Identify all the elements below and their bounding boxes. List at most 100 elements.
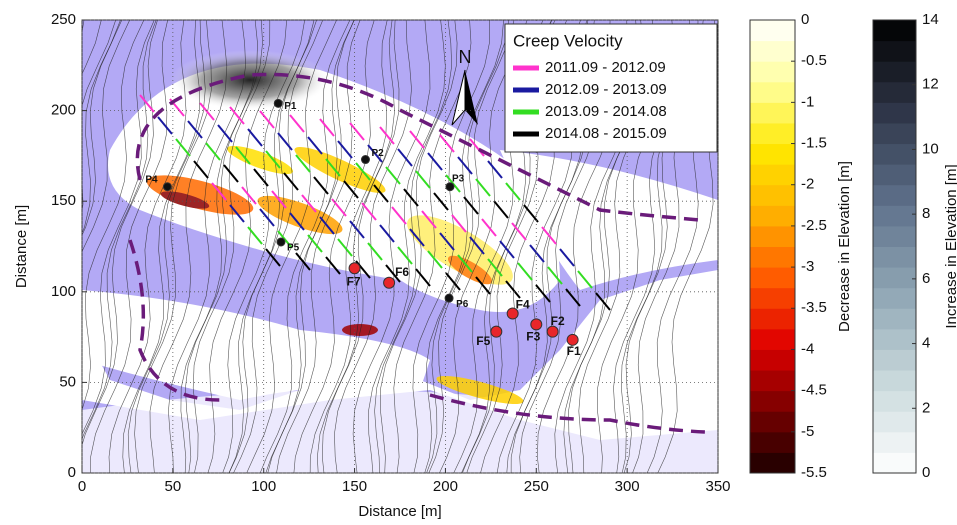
creep-vector (397, 246, 413, 265)
colorbar-label: Decrease in Elevation [m] (836, 161, 853, 332)
contour-line (393, 20, 472, 473)
colorbar-band (750, 122, 795, 145)
colorbar-band (750, 164, 795, 186)
colorbar-tick-label: 8 (922, 205, 930, 222)
survey-point (444, 293, 454, 303)
colorbar-band (873, 390, 916, 412)
creep-vector (319, 216, 335, 235)
contour-line (0, 20, 69, 480)
point-label: F3 (526, 330, 540, 344)
contour-line (0, 20, 74, 480)
colorbar-tick-label: -2.5 (801, 217, 827, 234)
fault-point (348, 262, 361, 275)
y-axis-label: Distance [m] (13, 205, 30, 288)
creep-vector (325, 158, 341, 177)
legend-label: 2012.09 - 2013.09 (545, 81, 667, 98)
creep-vector (469, 236, 485, 255)
colorbar-band (873, 370, 916, 392)
creep-vectors (139, 94, 611, 311)
colorbar-band (873, 246, 916, 268)
colorbar-band (750, 205, 795, 227)
contour-line (108, 20, 187, 473)
colorbar-band (873, 411, 916, 433)
creep-vector (487, 160, 503, 179)
creep-vector (301, 194, 317, 213)
survey-point (273, 98, 283, 108)
colorbar-tick-label: -2 (801, 176, 814, 193)
slide-area (82, 390, 718, 473)
contour-line (122, 20, 200, 473)
y-tick-label: 200 (51, 102, 76, 119)
creep-vector (205, 142, 221, 161)
creep-vector (271, 190, 287, 209)
contour-line (185, 20, 263, 473)
creep-vector (187, 120, 203, 139)
colorbar-band (750, 370, 795, 392)
creep-vector (367, 242, 383, 261)
x-tick-label: 150 (342, 478, 367, 495)
creep-vector (157, 116, 173, 135)
creep-vector (337, 238, 353, 257)
survey-point (162, 182, 172, 192)
y-tick-label: 150 (51, 192, 76, 209)
colorbar-band (750, 225, 795, 247)
creep-vector (259, 110, 275, 129)
contour-line (424, 20, 504, 473)
colorbar-tick-label: 0 (922, 464, 930, 481)
contour-line (233, 20, 324, 473)
contour-line (259, 20, 351, 473)
point-label: P5 (287, 243, 300, 254)
point-label: F4 (516, 298, 530, 312)
creep-vector (211, 182, 227, 201)
y-tick-label: 0 (68, 464, 76, 481)
colorbar-band (873, 143, 916, 165)
colorbar-tick-label: 0 (801, 11, 809, 28)
colorbar-band (873, 40, 916, 62)
fault-point (490, 325, 503, 338)
survey-point (360, 155, 370, 165)
x-tick-label: 50 (165, 478, 182, 495)
colorbar-band (750, 20, 795, 42)
plot-frame (81, 19, 719, 474)
point-label: F5 (476, 334, 490, 348)
creep-vector (373, 184, 389, 203)
creep-vector (499, 240, 515, 259)
creep-vector (295, 154, 311, 173)
creep-vector (511, 222, 527, 241)
creep-vector (343, 180, 359, 199)
x-axis-label: Distance [m] (358, 503, 441, 520)
colorbar-band (750, 61, 795, 83)
colorbar-band (750, 431, 795, 453)
creep-vector (229, 204, 245, 223)
colorbar-tick-label: -3 (801, 258, 814, 275)
contour-line (380, 20, 458, 473)
contour-line (228, 20, 317, 473)
creep-vector (415, 170, 431, 189)
colorbar-tick-label: 4 (922, 335, 930, 352)
creep-vector (319, 118, 335, 137)
creep-vector (295, 252, 311, 271)
landslide-boundary (128, 72, 706, 434)
colorbar-tick-label: 12 (922, 76, 939, 93)
creep-vector (193, 160, 209, 179)
creep-vector (175, 138, 191, 157)
creep-vector (397, 148, 413, 167)
point-label: F7 (347, 274, 361, 288)
point-label: P6 (456, 299, 469, 310)
contour-line (82, 20, 130, 253)
legend-label: 2013.09 - 2014.08 (545, 103, 667, 120)
contour-line (267, 20, 355, 473)
north-label: N (459, 47, 472, 67)
contour-line (0, 20, 60, 480)
colorbar-tick-label: -0.5 (801, 52, 827, 69)
survey-point (445, 182, 455, 192)
creep-vector (277, 132, 293, 151)
colorbar-tick-label: -1.5 (801, 135, 827, 152)
legend-label: 2014.08 - 2015.09 (545, 125, 667, 142)
survey-point (276, 237, 286, 247)
contour-line (368, 20, 446, 473)
creep-vector (487, 258, 503, 277)
creep-vector (493, 200, 509, 219)
point-label: P1 (284, 101, 297, 112)
